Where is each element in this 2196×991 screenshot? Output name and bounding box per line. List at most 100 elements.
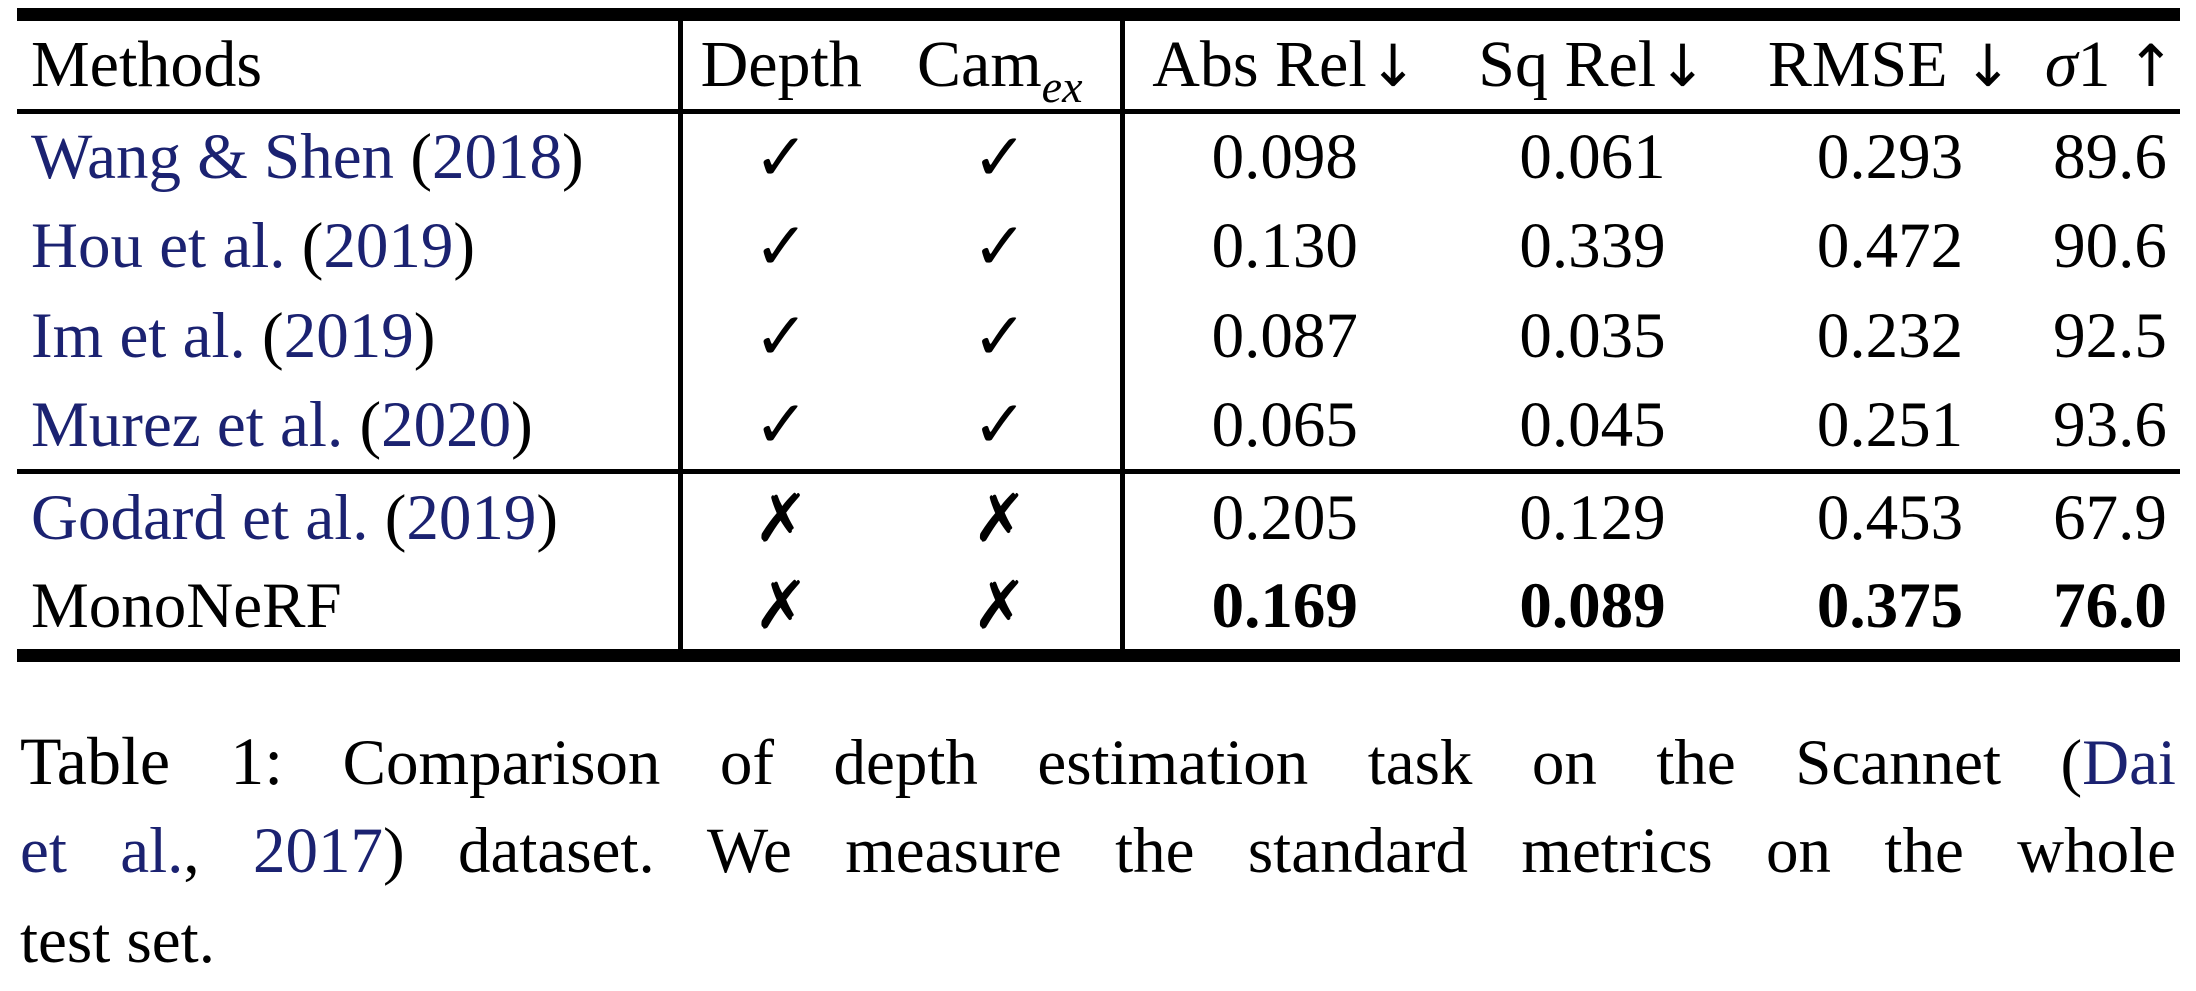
citation-year-link[interactable]: 2017 — [253, 815, 384, 887]
caption-line-1: Table 1: Comparison of depth estimation … — [20, 716, 2176, 806]
table-row: Godard et al. (2019) ✗ ✗ 0.205 0.129 0.4… — [17, 471, 2180, 564]
citation-link[interactable]: Wang & Shen — [31, 121, 411, 194]
sigma1-value: 76.0 — [2053, 569, 2167, 642]
citation-paren-close: ) — [511, 388, 533, 461]
depth-cross-mark: ✗ — [753, 567, 809, 645]
down-arrow-icon: ↓ — [1963, 32, 2013, 100]
citation-paren-close: ) — [536, 482, 559, 555]
abs-rel-label: Abs Rel — [1152, 28, 1367, 101]
caption-text: Comparison of depth estimation task on t… — [283, 727, 2083, 799]
table-row: Murez et al. (2020) ✓ ✓ 0.065 0.045 0.25… — [17, 381, 2180, 474]
up-arrow-icon: ↑ — [2126, 32, 2176, 100]
abs-rel-value: 0.065 — [1122, 381, 1445, 474]
caption-text: , — [183, 815, 254, 887]
rmse-value: 0.453 — [1816, 482, 1964, 555]
citation-link[interactable]: Murez et al. — [31, 388, 360, 461]
depth-check-mark: ✓ — [753, 118, 809, 196]
citation-year-link[interactable]: 2019 — [406, 482, 537, 555]
down-arrow-icon: ↓ — [1658, 32, 1707, 100]
sq-rel-value: 0.061 — [1519, 121, 1666, 194]
cam-check-mark: ✓ — [880, 381, 1125, 474]
cam-check-mark: ✓ — [880, 111, 1125, 202]
citation-year-link[interactable]: 2020 — [381, 388, 512, 461]
sigma1-value: 67.9 — [2053, 482, 2167, 555]
abs-rel-value: 0.087 — [1211, 300, 1358, 372]
sq-rel-value: 0.089 — [1519, 569, 1666, 642]
abs-rel-value: 0.169 — [1211, 569, 1358, 642]
citation-link[interactable]: Hou et al. — [31, 210, 302, 282]
depth-check-mark: ✓ — [753, 207, 809, 285]
rmse-value: 0.232 — [1816, 300, 1964, 372]
method-cell: Wang & Shen (2018) — [17, 111, 683, 202]
col-header-sigma1: σ1 ↑ — [2040, 14, 2180, 114]
method-cell: Murez et al. (2020) — [17, 381, 683, 474]
sq-rel-label: Sq Rel — [1478, 28, 1657, 101]
sigma-number: 1 — [2077, 28, 2111, 101]
depth-check-mark: ✓ — [753, 297, 809, 375]
caption-text: ) dataset. We measure the standard metri… — [383, 815, 2176, 887]
cam-cross-mark: ✗ — [880, 471, 1125, 564]
col-header-depth: Depth — [680, 14, 880, 114]
caption-line-2: et al., 2017) dataset. We measure the st… — [20, 806, 2176, 896]
citation-link[interactable]: Im et al. — [31, 300, 263, 372]
sq-rel-value: 0.045 — [1445, 381, 1740, 474]
cam-check-mark: ✓ — [880, 201, 1125, 292]
rmse-value: 0.251 — [1740, 381, 2040, 474]
rmse-value: 0.472 — [1816, 210, 1964, 282]
citation-paren-open: ( — [384, 482, 407, 555]
citation-paren-close: ) — [453, 210, 476, 282]
sigma-label: σ — [2044, 28, 2078, 101]
caption-label: Table 1: — [20, 723, 284, 799]
sq-rel-value: 0.339 — [1519, 210, 1666, 282]
results-table: Methods Depth Camex Abs Rel↓ Sq Rel↓ RMS… — [17, 8, 2180, 662]
citation-year-link[interactable]: 2019 — [283, 300, 414, 372]
citation-link[interactable]: et al. — [20, 815, 184, 887]
table-caption: Table 1: Comparison of depth estimation … — [20, 716, 2176, 986]
col-header-cam-ex: Camex — [880, 14, 1125, 114]
table-row: Hou et al. (2019) ✓ ✓ 0.130 0.339 0.472 … — [17, 201, 2180, 292]
cam-subscript: ex — [1041, 61, 1083, 112]
sigma1-value: 93.6 — [2040, 381, 2180, 474]
col-header-rmse: RMSE ↓ — [1740, 14, 2040, 114]
rmse-value: 0.375 — [1816, 569, 1964, 642]
col-header-methods: Methods — [17, 14, 683, 114]
sq-rel-value: 0.035 — [1519, 300, 1666, 372]
citation-year-link[interactable]: 2018 — [431, 121, 562, 194]
citation-paren-open: ( — [410, 121, 432, 194]
citation-paren-open: ( — [359, 388, 382, 461]
cam-check-mark: ✓ — [880, 291, 1125, 382]
citation-paren-close: ) — [561, 121, 584, 194]
col-header-abs-rel: Abs Rel↓ — [1122, 14, 1445, 114]
table-row: Im et al. (2019) ✓ ✓ 0.087 0.035 0.232 9… — [17, 291, 2180, 382]
cam-label: Cam — [917, 28, 1042, 101]
depth-check-mark: ✓ — [680, 381, 880, 474]
sigma1-value: 90.6 — [2053, 210, 2167, 282]
method-cell: Godard et al. (2019) — [17, 471, 683, 564]
caption-line-3: test set. — [20, 896, 2176, 986]
citation-paren-open: ( — [262, 300, 284, 372]
citation-link[interactable]: Godard et al. — [31, 482, 385, 555]
rmse-label: RMSE — [1767, 28, 1948, 101]
citation-paren-open: ( — [301, 210, 324, 282]
depth-cross-mark: ✗ — [753, 479, 809, 557]
sigma1-value: 92.5 — [2053, 300, 2167, 372]
citation-year-link[interactable]: 2019 — [323, 210, 454, 282]
header-row: Methods Depth Camex Abs Rel↓ Sq Rel↓ RMS… — [17, 14, 2180, 114]
sq-rel-value: 0.129 — [1519, 482, 1666, 555]
table-row: Wang & Shen (2018) ✓ ✓ 0.098 0.061 0.293… — [17, 111, 2180, 202]
table-row-mononerf: MonoNeRF ✗ ✗ 0.169 0.089 0.375 76.0 — [17, 563, 2180, 656]
method-name: MonoNeRF — [31, 569, 342, 642]
citation-link[interactable]: Dai — [2082, 727, 2176, 799]
method-cell: Hou et al. (2019) — [17, 201, 683, 292]
rmse-value: 0.293 — [1816, 121, 1964, 194]
caption-text: test set. — [20, 905, 215, 977]
method-cell: Im et al. (2019) — [17, 291, 683, 382]
citation-paren-close: ) — [413, 300, 436, 372]
method-cell: MonoNeRF — [17, 563, 683, 656]
sigma1-value: 89.6 — [2053, 121, 2167, 194]
col-header-sq-rel: Sq Rel↓ — [1445, 14, 1740, 114]
down-arrow-icon: ↓ — [1368, 32, 1418, 100]
abs-rel-value: 0.130 — [1211, 210, 1358, 282]
abs-rel-value: 0.098 — [1211, 121, 1358, 194]
